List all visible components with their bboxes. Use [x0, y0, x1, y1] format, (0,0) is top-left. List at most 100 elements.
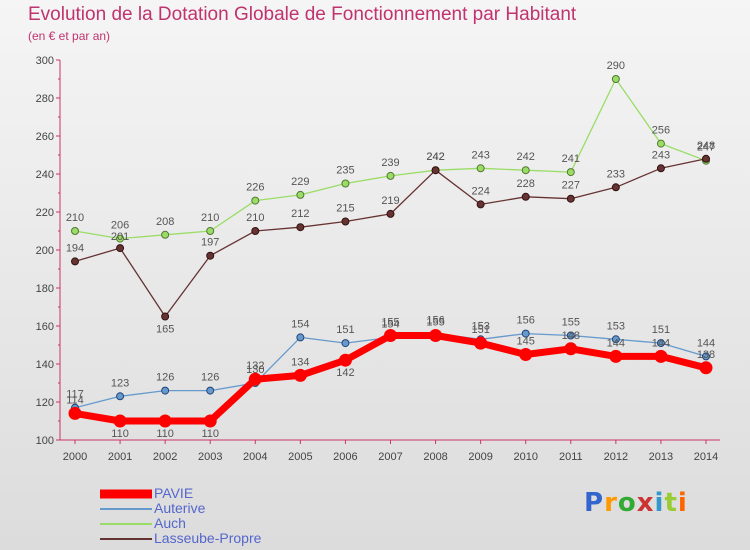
data-label: 219 — [381, 195, 399, 207]
legend-label: Auch — [154, 515, 186, 531]
data-label: 144 — [697, 337, 715, 349]
x-tick-label: 2009 — [468, 451, 492, 463]
data-label: 242 — [517, 151, 535, 163]
data-label: 235 — [336, 165, 354, 177]
data-point — [161, 386, 170, 395]
data-point — [476, 200, 485, 209]
x-tick-label: 2001 — [108, 451, 132, 463]
data-point — [611, 183, 620, 192]
data-point — [251, 196, 260, 205]
data-label: 145 — [517, 336, 535, 348]
data-label: 227 — [562, 180, 580, 192]
y-tick-label: 300 — [36, 55, 54, 67]
proxiti-logo: Proxiti — [584, 488, 688, 518]
data-point — [71, 227, 79, 235]
data-label: 215 — [336, 203, 354, 215]
data-point — [206, 227, 215, 235]
data-point — [116, 244, 125, 253]
data-label: 239 — [381, 157, 399, 169]
data-label: 151 — [471, 324, 489, 336]
y-tick-label: 140 — [36, 359, 54, 371]
legend-label: Auterive — [154, 500, 206, 516]
data-label: 210 — [66, 212, 84, 224]
x-tick-label: 2005 — [288, 451, 312, 463]
data-label: 151 — [336, 324, 354, 336]
data-point — [161, 230, 170, 239]
data-point — [68, 406, 82, 420]
data-label: 224 — [471, 185, 489, 197]
x-tick-label: 2012 — [604, 451, 628, 463]
y-tick-label: 160 — [36, 321, 54, 333]
data-point — [702, 154, 710, 163]
y-tick-label: 260 — [36, 131, 54, 143]
legend-label: PAVIE — [154, 485, 194, 501]
x-tick-label: 2010 — [513, 451, 537, 463]
data-point — [429, 329, 443, 342]
data-label: 110 — [156, 428, 174, 440]
data-point — [656, 164, 665, 173]
data-point — [251, 227, 260, 235]
data-point — [206, 386, 215, 395]
data-point — [702, 352, 710, 361]
y-tick-label: 220 — [36, 207, 54, 219]
x-tick-label: 2006 — [333, 451, 357, 463]
data-point — [519, 348, 533, 361]
data-label: 243 — [652, 149, 670, 161]
data-label: 226 — [246, 182, 264, 194]
data-label: 248 — [697, 140, 715, 152]
x-tick-label: 2000 — [63, 451, 87, 463]
data-point — [71, 257, 79, 266]
y-tick-label: 120 — [36, 397, 54, 409]
data-label: 114 — [66, 394, 84, 406]
data-label: 142 — [336, 367, 354, 379]
data-label: 155 — [426, 317, 444, 329]
data-label: 151 — [652, 324, 670, 336]
data-label: 242 — [426, 151, 444, 163]
chart-title: Evolution de la Dotation Globale de Fonc… — [28, 4, 577, 25]
x-tick-label: 2004 — [243, 451, 267, 463]
data-label: 138 — [697, 349, 715, 361]
x-tick-label: 2008 — [423, 451, 447, 463]
data-label: 126 — [201, 372, 219, 384]
x-tick-label: 2014 — [694, 451, 718, 463]
data-label: 144 — [607, 337, 625, 349]
data-point — [566, 331, 575, 340]
data-point — [521, 166, 530, 175]
data-point — [161, 312, 170, 321]
data-label: 155 — [562, 317, 580, 329]
data-point — [116, 392, 125, 401]
data-label: 194 — [66, 242, 84, 254]
data-point — [341, 217, 350, 226]
data-point — [296, 223, 305, 232]
data-label: 241 — [562, 153, 580, 165]
data-label: 153 — [471, 320, 489, 332]
data-point — [158, 414, 172, 428]
data-label: 110 — [111, 428, 129, 440]
data-label: 154 — [381, 318, 399, 330]
data-label: 242 — [426, 151, 444, 163]
x-tick-label: 2011 — [559, 451, 583, 463]
data-point — [566, 194, 575, 203]
data-label: 130 — [246, 364, 264, 376]
data-label: 233 — [607, 168, 625, 180]
legend-swatch — [100, 537, 152, 540]
legend-label: Lasseube-Propre — [154, 530, 262, 546]
data-point — [654, 349, 668, 363]
data-label: 154 — [291, 318, 309, 330]
data-point — [611, 335, 620, 344]
data-label: 228 — [517, 178, 535, 190]
data-label: 290 — [607, 60, 625, 72]
y-tick-label: 100 — [36, 435, 54, 447]
data-label: 148 — [562, 330, 580, 342]
data-label: 123 — [111, 377, 129, 389]
data-label: 156 — [517, 315, 535, 327]
data-point — [386, 171, 395, 180]
data-point — [566, 168, 575, 177]
y-tick-label: 240 — [36, 169, 54, 181]
x-tick-label: 2007 — [378, 451, 402, 463]
data-point — [656, 139, 665, 148]
data-point — [476, 164, 485, 173]
data-label: 212 — [291, 208, 309, 220]
